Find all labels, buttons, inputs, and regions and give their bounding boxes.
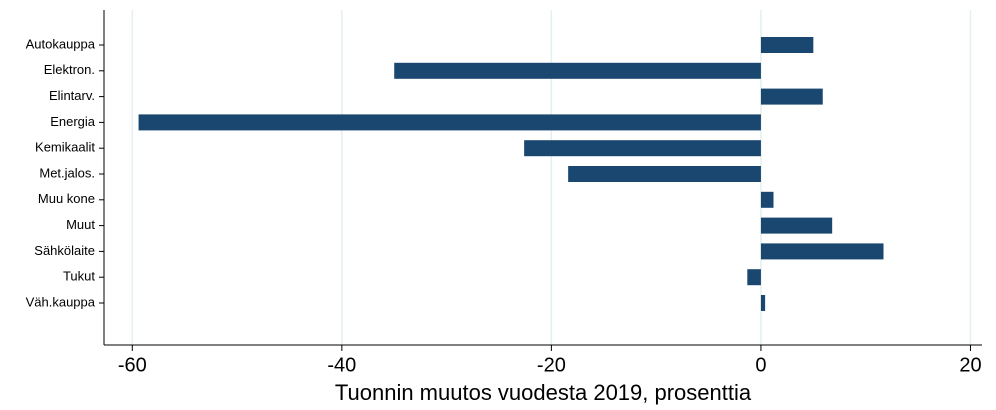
y-tick-label: Muu kone xyxy=(38,191,95,206)
x-tick-label: -60 xyxy=(118,354,147,376)
bar xyxy=(138,114,761,131)
y-tick-label: Sähkölaite xyxy=(34,243,95,258)
bar xyxy=(747,269,761,286)
bar xyxy=(394,62,761,79)
y-tick-label: Tukut xyxy=(63,269,95,284)
y-tick-label: Autokauppa xyxy=(26,36,96,51)
x-axis-label: Tuonnin muutos vuodesta 2019, prosenttia xyxy=(335,380,752,405)
bar xyxy=(760,217,833,234)
bar xyxy=(760,243,884,260)
x-tick-label: -20 xyxy=(537,354,566,376)
y-tick-label: Kemikaalit xyxy=(35,140,95,155)
bar xyxy=(760,88,823,105)
x-tick-label: -40 xyxy=(327,354,356,376)
x-tick-label: 20 xyxy=(959,354,981,376)
x-tick-label: 0 xyxy=(755,354,766,376)
bar xyxy=(568,166,761,182)
y-tick-label: Elintarv. xyxy=(49,88,95,103)
y-tick-label: Met.jalos. xyxy=(39,165,95,180)
y-tick-label: Elektron. xyxy=(44,62,95,77)
y-tick-label: Energia xyxy=(50,114,96,129)
bar xyxy=(760,295,766,311)
bar xyxy=(760,191,774,208)
y-tick-label: Väh.kauppa xyxy=(26,294,96,309)
bar xyxy=(524,140,761,157)
bar xyxy=(760,37,814,53)
y-tick-label: Muut xyxy=(66,217,95,232)
